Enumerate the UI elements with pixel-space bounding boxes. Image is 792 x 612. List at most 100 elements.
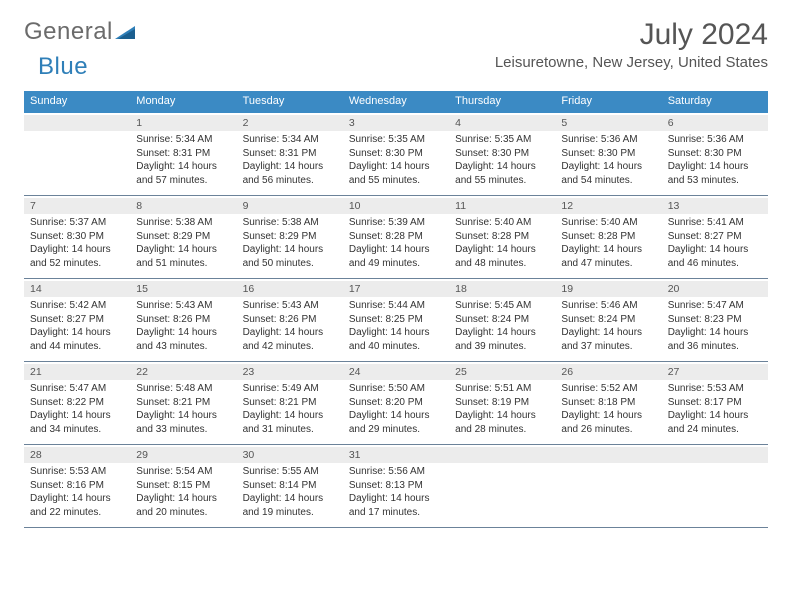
sunrise-line: Sunrise: 5:42 AM (30, 299, 124, 313)
day-number: 11 (449, 198, 555, 214)
day-cell: 5Sunrise: 5:36 AMSunset: 8:30 PMDaylight… (555, 113, 661, 195)
daylight-line: Daylight: 14 hours and 56 minutes. (243, 160, 337, 187)
daylight-line: Daylight: 14 hours and 53 minutes. (668, 160, 762, 187)
day-cell: 29 Sunrise: 5:54 AMSunset: 8:15 PMDayligh… (130, 445, 236, 527)
day-header-cell: Wednesday (343, 91, 449, 113)
day-number: 26 (555, 364, 661, 380)
day-cell: 4Sunrise: 5:35 AMSunset: 8:30 PMDaylight… (449, 113, 555, 195)
day-number: 31 (343, 447, 449, 463)
daylight-line: Daylight: 14 hours and 17 minutes. (349, 492, 443, 519)
day-cell: 2Sunrise: 5:34 AMSunset: 8:31 PMDaylight… (237, 113, 343, 195)
day-cell: 31Sunrise: 5:56 AMSunset: 8:13 PMDayligh… (343, 445, 449, 527)
daylight-line: Daylight: 14 hours and 28 minutes. (455, 409, 549, 436)
day-header-cell: Thursday (449, 91, 555, 113)
day-header-cell: Monday (130, 91, 236, 113)
daylight-line: Daylight: 14 hours and 50 minutes. (243, 243, 337, 270)
day-cell: 17Sunrise: 5:44 AMSunset: 8:25 PMDayligh… (343, 279, 449, 361)
daylight-line: Daylight: 14 hours and 26 minutes. (561, 409, 655, 436)
day-header-cell: Tuesday (237, 91, 343, 113)
day-header-row: SundayMondayTuesdayWednesdayThursdayFrid… (24, 91, 768, 113)
day-cell: 23Sunrise: 5:49 AMSunset: 8:21 PMDayligh… (237, 362, 343, 444)
daylight-line: Daylight: 14 hours and 39 minutes. (455, 326, 549, 353)
daylight-line: Daylight: 14 hours and 20 minutes. (136, 492, 230, 519)
day-cell: 25Sunrise: 5:51 AMSunset: 8:19 PMDayligh… (449, 362, 555, 444)
sunrise-line: Sunrise: 5:39 AM (349, 216, 443, 230)
weeks-container: 1Sunrise: 5:34 AMSunset: 8:31 PMDaylight… (24, 113, 768, 528)
logo: General (24, 18, 135, 46)
day-number: 4 (449, 115, 555, 131)
daylight-line: Daylight: 14 hours and 29 minutes. (349, 409, 443, 436)
sunrise-line: Sunrise: 5:40 AM (455, 216, 549, 230)
sunrise-line: Sunrise: 5:53 AM (668, 382, 762, 396)
sunset-line: Sunset: 8:30 PM (349, 147, 443, 161)
location: Leisuretowne, New Jersey, United States (495, 54, 768, 71)
day-number (555, 447, 661, 463)
day-cell: 1Sunrise: 5:34 AMSunset: 8:31 PMDaylight… (130, 113, 236, 195)
sunset-line: Sunset: 8:28 PM (349, 230, 443, 244)
day-cell: 15Sunrise: 5:43 AMSunset: 8:26 PMDayligh… (130, 279, 236, 361)
day-number (24, 115, 130, 131)
sunrise-line: Sunrise: 5:53 AM (30, 465, 124, 479)
daylight-line: Daylight: 14 hours and 57 minutes. (136, 160, 230, 187)
sunset-line: Sunset: 8:28 PM (561, 230, 655, 244)
daylight-line: Daylight: 14 hours and 24 minutes. (668, 409, 762, 436)
daylight-line: Daylight: 14 hours and 48 minutes. (455, 243, 549, 270)
day-header-cell: Friday (555, 91, 661, 113)
sunrise-line: Sunrise: 5:34 AM (243, 133, 337, 147)
day-cell: 19Sunrise: 5:46 AMSunset: 8:24 PMDayligh… (555, 279, 661, 361)
day-number: 24 (343, 364, 449, 380)
logo-text-1: General (24, 18, 113, 46)
sunset-line: Sunset: 8:28 PM (455, 230, 549, 244)
day-number: 13 (662, 198, 768, 214)
sunset-line: Sunset: 8:24 PM (455, 313, 549, 327)
sunset-line: Sunset: 8:27 PM (668, 230, 762, 244)
sunset-line: Sunset: 8:19 PM (455, 396, 549, 410)
day-number: 22 (130, 364, 236, 380)
day-cell: 20Sunrise: 5:47 AMSunset: 8:23 PMDayligh… (662, 279, 768, 361)
sunrise-line: Sunrise: 5:38 AM (136, 216, 230, 230)
day-number: 9 (237, 198, 343, 214)
day-number: 29 (130, 447, 236, 463)
day-number: 28 (24, 447, 130, 463)
day-number: 6 (662, 115, 768, 131)
day-cell: 13Sunrise: 5:41 AMSunset: 8:27 PMDayligh… (662, 196, 768, 278)
day-number: 12 (555, 198, 661, 214)
sunrise-line: Sunrise: 5:52 AM (561, 382, 655, 396)
sunset-line: Sunset: 8:25 PM (349, 313, 443, 327)
day-cell: 6Sunrise: 5:36 AMSunset: 8:30 PMDaylight… (662, 113, 768, 195)
day-number: 20 (662, 281, 768, 297)
daylight-line: Daylight: 14 hours and 54 minutes. (561, 160, 655, 187)
daylight-line: Daylight: 14 hours and 47 minutes. (561, 243, 655, 270)
daylight-line: Daylight: 14 hours and 33 minutes. (136, 409, 230, 436)
day-number: 3 (343, 115, 449, 131)
day-cell: 7Sunrise: 5:37 AMSunset: 8:30 PMDaylight… (24, 196, 130, 278)
sunrise-line: Sunrise: 5:43 AM (136, 299, 230, 313)
daylight-line: Daylight: 14 hours and 51 minutes. (136, 243, 230, 270)
sunset-line: Sunset: 8:15 PM (136, 479, 230, 493)
day-cell (662, 445, 768, 527)
day-cell: 16Sunrise: 5:43 AMSunset: 8:26 PMDayligh… (237, 279, 343, 361)
week-row: 1Sunrise: 5:34 AMSunset: 8:31 PMDaylight… (24, 113, 768, 196)
day-number: 7 (24, 198, 130, 214)
day-number: 30 (237, 447, 343, 463)
sunrise-line: Sunrise: 5:50 AM (349, 382, 443, 396)
daylight-line: Daylight: 14 hours and 36 minutes. (668, 326, 762, 353)
title-block: July 2024 Leisuretowne, New Jersey, Unit… (495, 18, 768, 71)
sunset-line: Sunset: 8:14 PM (243, 479, 337, 493)
sunrise-line: Sunrise: 5:48 AM (136, 382, 230, 396)
daylight-line: Daylight: 14 hours and 37 minutes. (561, 326, 655, 353)
day-number: 10 (343, 198, 449, 214)
logo-text-2: Blue (38, 53, 88, 81)
daylight-line: Daylight: 14 hours and 52 minutes. (30, 243, 124, 270)
day-number: 18 (449, 281, 555, 297)
week-row: 28Sunrise: 5:53 AMSunset: 8:16 PMDayligh… (24, 445, 768, 528)
sunset-line: Sunset: 8:30 PM (30, 230, 124, 244)
sunrise-line: Sunrise: 5:43 AM (243, 299, 337, 313)
day-cell: 9Sunrise: 5:38 AMSunset: 8:29 PMDaylight… (237, 196, 343, 278)
day-number (662, 447, 768, 463)
sunrise-line: Sunrise: 5:54 AM (136, 465, 230, 479)
day-cell: 21Sunrise: 5:47 AMSunset: 8:22 PMDayligh… (24, 362, 130, 444)
sunrise-line: Sunrise: 5:34 AM (136, 133, 230, 147)
day-cell: 14Sunrise: 5:42 AMSunset: 8:27 PMDayligh… (24, 279, 130, 361)
daylight-line: Daylight: 14 hours and 46 minutes. (668, 243, 762, 270)
